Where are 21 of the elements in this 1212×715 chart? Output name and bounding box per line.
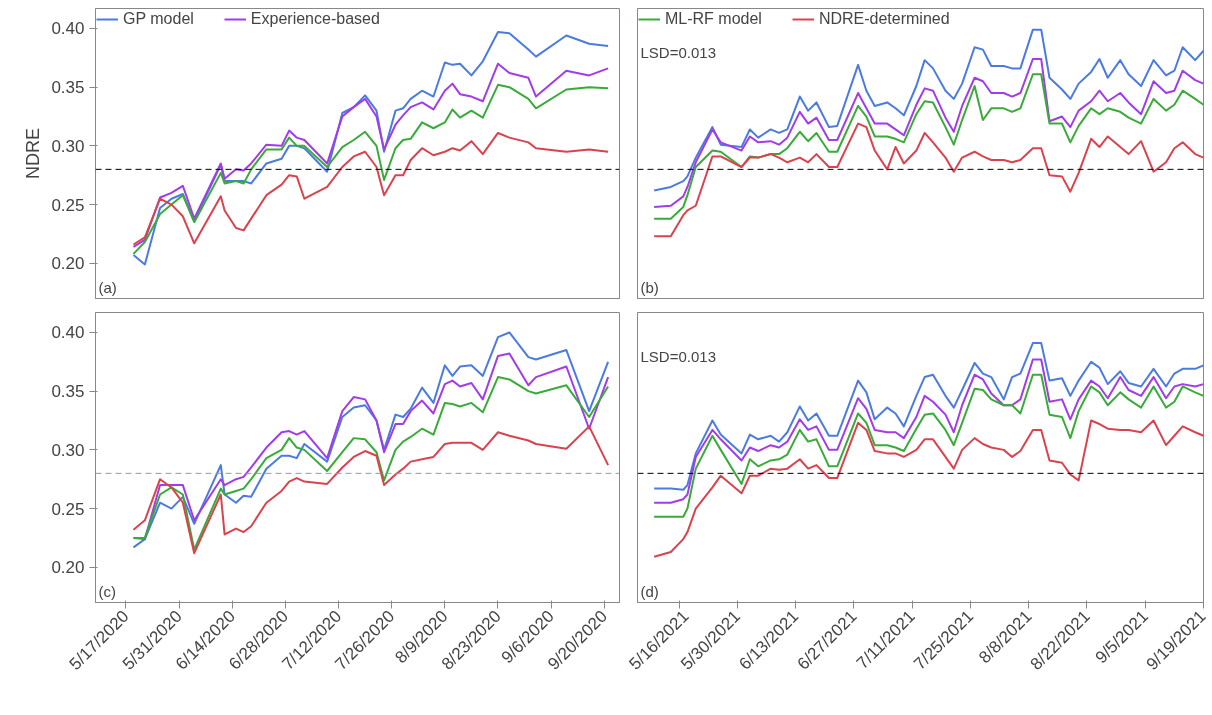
legend-label: ML-RF model	[665, 10, 762, 28]
y-tick-label: 0.25	[51, 195, 85, 215]
y-tick-label: 0.40	[51, 19, 85, 39]
y-tick-label: 0.40	[51, 323, 85, 343]
y-tick-label: 0.30	[51, 440, 85, 460]
y-tick-label: 0.30	[51, 136, 85, 156]
annotation: (d)	[640, 582, 659, 600]
annotation: (a)	[98, 278, 117, 296]
y-tick-label: 0.20	[51, 558, 85, 578]
legend-label: NDRE-determined	[818, 10, 950, 28]
legend-label: Experience-based	[250, 10, 380, 28]
y-axis-title: NDRE	[23, 127, 44, 179]
y-tick-label: 0.20	[51, 254, 85, 274]
legend-label: GP model	[123, 10, 194, 28]
annotation: (b)	[640, 278, 659, 296]
annotation: (c)	[98, 582, 116, 600]
y-tick-label: 0.35	[51, 382, 85, 402]
y-tick-label: 0.25	[51, 499, 85, 519]
annotation: LSD=0.013	[640, 43, 716, 61]
annotation: LSD=0.013	[640, 347, 716, 365]
y-tick-label: 0.35	[51, 78, 85, 98]
